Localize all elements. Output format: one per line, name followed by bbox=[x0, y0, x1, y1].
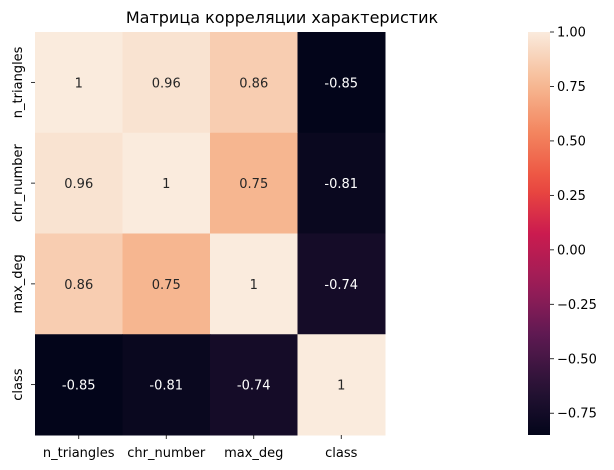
colorbar-tick-label: 0.25 bbox=[557, 189, 586, 204]
heatmap-cell-0-1 bbox=[122, 32, 211, 134]
cell-label-3-0: -0.85 bbox=[62, 379, 96, 394]
cell-label-2-0: 0.86 bbox=[64, 278, 93, 293]
cell-label-1-2: 0.75 bbox=[239, 177, 268, 192]
cell-label-2-1: 0.75 bbox=[152, 278, 181, 293]
cell-label-0-1: 0.96 bbox=[152, 76, 181, 91]
heatmap-cell-0-0 bbox=[35, 32, 123, 134]
heatmap-cell-3-0 bbox=[35, 334, 123, 436]
colorbar-tick-label: 0.00 bbox=[557, 243, 586, 258]
cell-label-1-1: 1 bbox=[162, 177, 170, 192]
heatmap-cell-1-0 bbox=[35, 132, 123, 234]
y-tick-label: max_deg bbox=[11, 254, 26, 313]
chart-title: Матрица корреляции характеристик bbox=[126, 8, 439, 27]
heatmap-cell-3-2 bbox=[210, 334, 298, 436]
x-tick-label: n_triangles bbox=[43, 446, 115, 461]
colorbar-tick-label: 0.75 bbox=[557, 80, 586, 95]
heatmap-cell-3-1 bbox=[122, 334, 211, 436]
cell-label-2-3: -0.74 bbox=[324, 278, 358, 293]
colorbar-tick-label: −0.50 bbox=[557, 352, 597, 367]
heatmap-cell-1-2 bbox=[210, 132, 298, 234]
cell-label-0-2: 0.86 bbox=[239, 76, 268, 91]
cell-label-0-3: -0.85 bbox=[324, 76, 358, 91]
colorbar: 1.00 0.75 0.50 0.25 0.00 −0.25 −0.50 −0.75 bbox=[528, 26, 597, 435]
x-tick-label: class bbox=[325, 446, 357, 461]
heatmap-cell-2-1 bbox=[122, 233, 211, 335]
colorbar-tick-label: 0.50 bbox=[557, 134, 586, 149]
colorbar-tick-label: −0.25 bbox=[557, 298, 597, 313]
y-tick-label: n_triangles bbox=[11, 46, 26, 118]
y-tick-label: chr_number bbox=[11, 143, 26, 222]
cell-label-3-3: 1 bbox=[337, 379, 345, 394]
y-tick-label: class bbox=[11, 368, 26, 400]
cell-label-3-2: -0.74 bbox=[237, 379, 271, 394]
cell-label-1-0: 0.96 bbox=[64, 177, 93, 192]
cell-label-0-0: 1 bbox=[75, 76, 83, 91]
heatmap-cell-1-3 bbox=[297, 132, 386, 234]
colorbar-gradient bbox=[528, 32, 550, 435]
x-axis: n_triangles chr_number max_deg class bbox=[43, 435, 358, 461]
heatmap-cell-0-3 bbox=[297, 32, 386, 134]
cell-label-3-1: -0.81 bbox=[149, 379, 183, 394]
cell-label-1-3: -0.81 bbox=[324, 177, 358, 192]
heatmap-cell-0-2 bbox=[210, 32, 298, 134]
heatmap-cell-2-2 bbox=[210, 233, 298, 335]
heatmap-cell-labels: 1 0.96 0.86 -0.85 0.96 1 0.75 -0.81 0.86 0.75 1 -0.… bbox=[62, 76, 358, 393]
x-tick-label: max_deg bbox=[224, 446, 283, 461]
heatmap-cell-2-0 bbox=[35, 233, 123, 335]
x-tick-label: chr_number bbox=[127, 446, 206, 461]
heatmap-cell-2-3 bbox=[297, 233, 386, 335]
heatmap-cell-1-1 bbox=[122, 132, 211, 234]
colorbar-tick-label: −0.75 bbox=[557, 407, 597, 422]
heatmap-cell-3-3 bbox=[297, 334, 386, 436]
heatmap-cells bbox=[35, 32, 386, 436]
cell-label-2-2: 1 bbox=[250, 278, 258, 293]
colorbar-tick-label: 1.00 bbox=[557, 26, 586, 41]
